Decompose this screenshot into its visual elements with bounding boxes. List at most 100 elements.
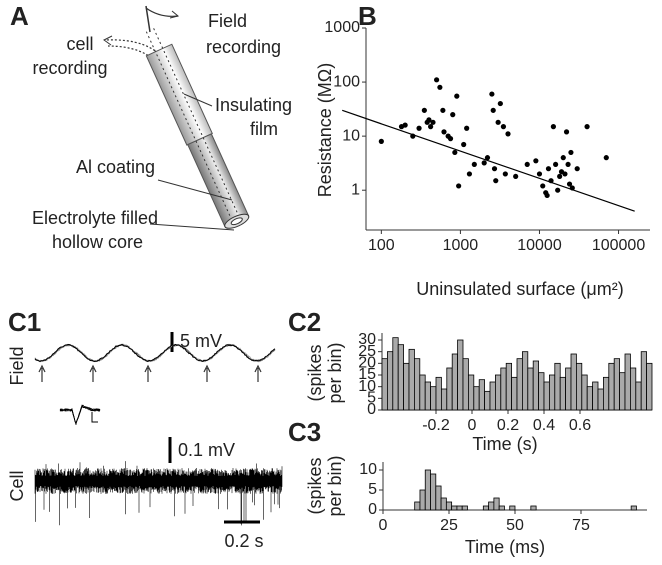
bar	[386, 351, 394, 411]
electrode-diagram	[103, 5, 250, 231]
point	[491, 166, 498, 172]
point	[464, 125, 470, 131]
point	[430, 119, 436, 125]
bar	[640, 351, 648, 411]
bar	[500, 367, 507, 411]
event-arrow	[254, 364, 262, 382]
y-axis-label: per bin)	[325, 455, 345, 516]
spike-inset	[59, 404, 101, 424]
x-tick-label: 1000	[443, 237, 479, 254]
point	[563, 129, 570, 135]
panel-label: B	[358, 1, 377, 31]
bar	[451, 353, 459, 411]
x-tick-label: 100	[368, 237, 395, 254]
panel-label: C1	[8, 307, 41, 337]
point	[555, 187, 561, 193]
bar	[456, 505, 463, 511]
point	[454, 93, 460, 99]
field-trace	[34, 343, 276, 363]
bar	[489, 381, 496, 411]
bar	[624, 353, 631, 411]
x-tick-label: 10000	[517, 237, 562, 254]
bar	[457, 339, 464, 411]
x-tick-label: 75	[572, 517, 590, 534]
diagram-label: Electrolyte filled	[32, 208, 158, 228]
point	[500, 124, 507, 130]
x-tick-label: 25	[440, 517, 458, 534]
point	[437, 84, 443, 90]
bar	[430, 386, 437, 411]
bar	[498, 505, 505, 511]
field-arrow	[169, 10, 180, 19]
y-tick-label: 100	[333, 73, 360, 90]
bar	[592, 381, 599, 411]
bar	[505, 362, 513, 411]
point	[603, 155, 609, 161]
hollow-core	[230, 217, 243, 226]
trace-label: Cell	[7, 470, 27, 501]
bar	[419, 489, 426, 511]
point	[440, 107, 446, 113]
bar	[597, 388, 604, 411]
bar	[424, 381, 432, 411]
y-axis-label: per bin)	[325, 342, 345, 403]
panel-label: C2	[288, 307, 321, 337]
bar	[419, 374, 426, 411]
bar	[445, 501, 453, 511]
bar	[413, 358, 421, 411]
point	[545, 166, 552, 172]
x-axis-label: Time (ms)	[465, 537, 545, 557]
x-tick-label: 0	[468, 417, 477, 434]
point	[428, 124, 434, 130]
y-tick-label: 0	[368, 501, 377, 518]
point	[560, 155, 566, 161]
bar	[473, 386, 480, 411]
bar	[414, 501, 421, 511]
bar	[397, 344, 405, 411]
cell-arrow	[103, 35, 113, 46]
point	[410, 133, 416, 139]
y-axis-label: (spikes	[305, 457, 325, 514]
y-tick-label: 5	[368, 481, 377, 498]
point	[536, 171, 543, 177]
bar	[430, 473, 437, 511]
bar	[478, 379, 486, 411]
scale-bar-label: 0.1 mV	[178, 440, 235, 460]
y-tick-label: 30	[358, 331, 376, 348]
bar	[527, 367, 534, 411]
bar	[532, 360, 540, 411]
x-axis-label: Time (s)	[472, 434, 537, 454]
point	[484, 155, 491, 161]
y-tick-label: 15	[358, 366, 376, 383]
point	[566, 181, 573, 187]
point	[402, 122, 408, 128]
bar	[403, 362, 410, 411]
point	[461, 141, 467, 148]
event-arrow	[144, 364, 152, 382]
panel-label: A	[10, 1, 29, 31]
point	[553, 161, 559, 168]
bar	[461, 505, 468, 511]
point	[489, 91, 495, 97]
spike-inset	[59, 405, 101, 425]
x-tick-label: 0.2	[497, 417, 519, 434]
bar	[484, 390, 491, 411]
bar	[646, 362, 653, 411]
bar	[530, 505, 537, 511]
point	[471, 161, 477, 168]
x-tick-label: 50	[506, 517, 524, 534]
x-tick-label: 0	[379, 517, 388, 534]
point	[456, 183, 462, 189]
point	[505, 131, 511, 137]
point	[569, 185, 575, 191]
point	[497, 100, 503, 107]
point	[544, 192, 550, 199]
point	[540, 183, 546, 189]
point	[452, 149, 458, 156]
point	[533, 158, 539, 164]
bar	[424, 469, 431, 511]
point	[493, 178, 499, 184]
point	[524, 161, 530, 168]
